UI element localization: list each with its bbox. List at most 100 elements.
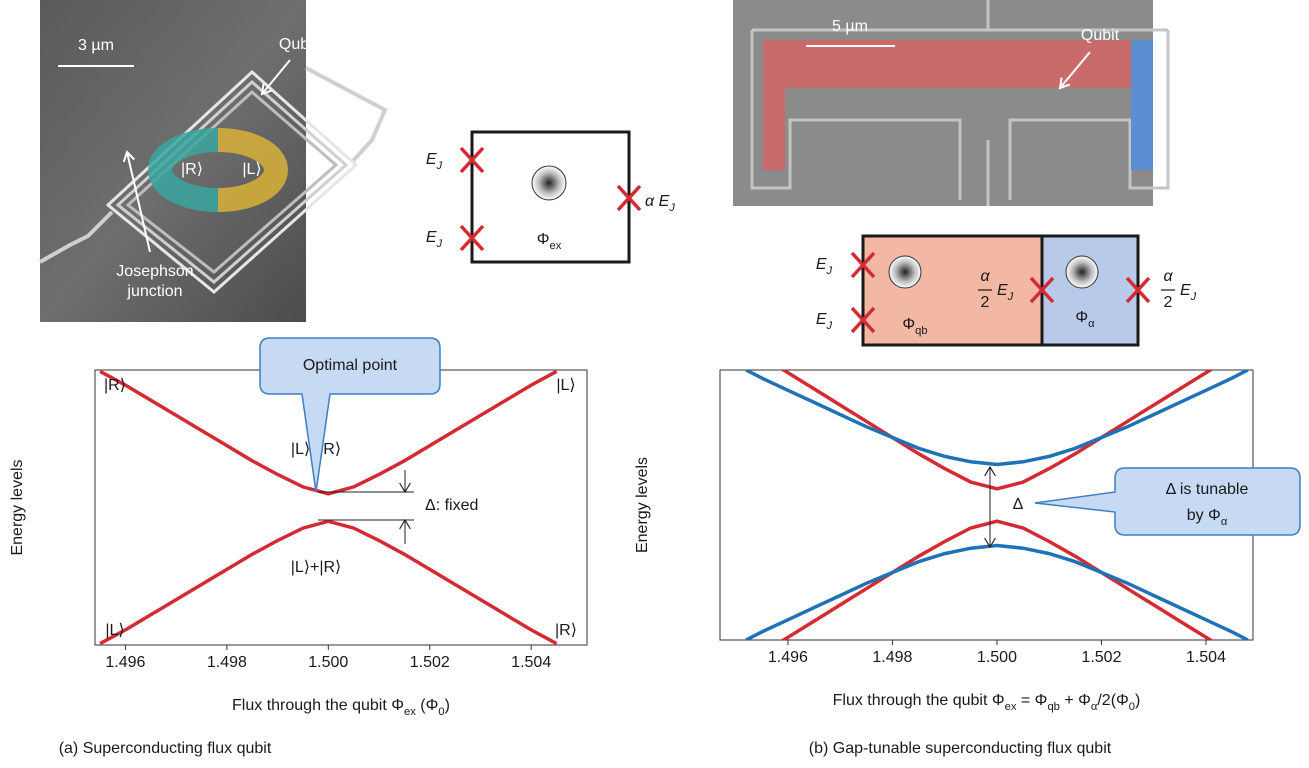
label-part: J — [826, 265, 833, 277]
label-part: = Φ — [1016, 692, 1047, 709]
x-tick-label: 1.502 — [410, 654, 450, 671]
label-part: + Φ — [1060, 692, 1091, 709]
label-part: 0 — [438, 706, 444, 718]
flux-label: Φqb — [902, 316, 927, 337]
pointer — [1059, 51, 1091, 89]
flux-vortex — [888, 255, 922, 289]
junction-label: EJ — [997, 282, 1014, 303]
flux-vortex — [531, 165, 567, 201]
arrow-head — [399, 482, 411, 494]
caption: (b) Gap-tunable superconducting flux qub… — [809, 740, 1112, 757]
x-axis-label: Flux through the qubit Φex = Φqb + Φα/2(… — [833, 692, 1141, 713]
label-part: E — [1180, 282, 1191, 299]
label-part: J — [436, 160, 443, 172]
x-axis-label: Flux through the qubit Φex (Φ0) — [232, 697, 450, 718]
label-part: J — [436, 238, 443, 250]
qubit-label: Qubit — [279, 36, 318, 53]
label-part: by Φ — [1187, 507, 1221, 524]
sem-image — [733, 0, 1153, 206]
label-part: E — [816, 256, 827, 273]
flux-label: Φα — [1075, 309, 1095, 330]
junction — [850, 251, 876, 279]
callout — [259, 337, 441, 493]
ket: |R⟩ — [181, 161, 203, 178]
fraction-numerator: α — [980, 268, 990, 285]
lead — [39, 210, 114, 264]
label-part: α — [1091, 701, 1098, 713]
flux-vortex — [1065, 255, 1099, 289]
label-part: qb — [915, 325, 927, 337]
label-part: /2(Φ — [1097, 692, 1128, 709]
label-part: J — [668, 202, 675, 214]
gap-label: Δ: fixed — [425, 497, 478, 514]
label-part: ) — [445, 697, 450, 714]
arrow-head — [1058, 77, 1071, 90]
junction — [850, 306, 876, 334]
qubit-arm — [763, 40, 1131, 88]
label-part: (Φ — [416, 697, 439, 714]
label-part: ex — [1005, 701, 1017, 713]
x-tick-label: 1.500 — [977, 649, 1017, 666]
junction-label: EJ — [1180, 282, 1197, 303]
y-axis-label: Energy levels — [9, 459, 26, 555]
current-arrow — [217, 128, 288, 212]
label-part: 0 — [1129, 701, 1135, 713]
x-tick-label: 1.502 — [1081, 649, 1121, 666]
qubit-loop — [861, 234, 1044, 347]
junction — [616, 184, 642, 212]
x-tick-label: 1.496 — [105, 654, 145, 671]
flux-label: Φex — [537, 231, 562, 252]
x-tick-label: 1.498 — [872, 649, 912, 666]
label-part: E — [997, 282, 1008, 299]
label-part: α — [1088, 318, 1095, 330]
label-part: E — [426, 229, 437, 246]
callout-text: Δ is tunable — [1166, 481, 1249, 498]
arrow-head — [984, 465, 996, 477]
junction-label: EJ — [816, 256, 833, 277]
energy-curve — [745, 543, 1249, 640]
junction — [459, 224, 485, 252]
arrow-head — [260, 83, 273, 96]
label-part: J — [826, 320, 833, 332]
x-tick-label: 1.504 — [1186, 649, 1226, 666]
label-part: ex — [404, 706, 416, 718]
ket: |R⟩ — [555, 622, 577, 639]
fraction-denominator: 2 — [1164, 294, 1173, 311]
energy-curve — [780, 370, 1214, 491]
x-tick-label: 1.498 — [207, 654, 247, 671]
label-part: Flux through the qubit Φ — [232, 697, 404, 714]
scale-label: 3 µm — [78, 37, 114, 54]
junction-label: junction — [126, 283, 182, 300]
label-part: Φ — [537, 231, 550, 248]
current-arrow — [148, 128, 219, 212]
fraction-denominator: 2 — [981, 294, 990, 311]
label-part: J — [1007, 291, 1014, 303]
label-part: ex — [549, 240, 561, 252]
fraction-numerator: α — [1163, 268, 1173, 285]
label-part: Flux through the qubit Φ — [833, 692, 1005, 709]
label-part: α — [1221, 516, 1228, 528]
energy-curve — [780, 519, 1214, 640]
callout-text: by Φα — [1187, 507, 1228, 528]
ket: |L⟩ — [105, 622, 124, 639]
state-label: |L⟩+|R⟩ — [291, 559, 342, 576]
lead — [305, 66, 388, 164]
label-part: ) — [1135, 692, 1140, 709]
label-part: α E — [645, 193, 670, 210]
junction-label: EJ — [426, 229, 443, 250]
junction-label: α EJ — [645, 193, 675, 214]
callout-text: Optimal point — [303, 357, 398, 374]
arrow-head — [399, 518, 411, 530]
qubit-label: Qubit — [1081, 27, 1120, 44]
label-part: qb — [1047, 701, 1059, 713]
energy-curve — [99, 370, 558, 496]
label-part: E — [426, 151, 437, 168]
ket: |L⟩ — [556, 377, 575, 394]
ket: |R⟩ — [104, 377, 126, 394]
energy-curve — [745, 370, 1249, 467]
junction-label: EJ — [426, 151, 443, 172]
pointer — [261, 59, 291, 95]
callout — [1034, 467, 1301, 536]
pointer — [126, 151, 151, 253]
junction — [1029, 276, 1055, 304]
